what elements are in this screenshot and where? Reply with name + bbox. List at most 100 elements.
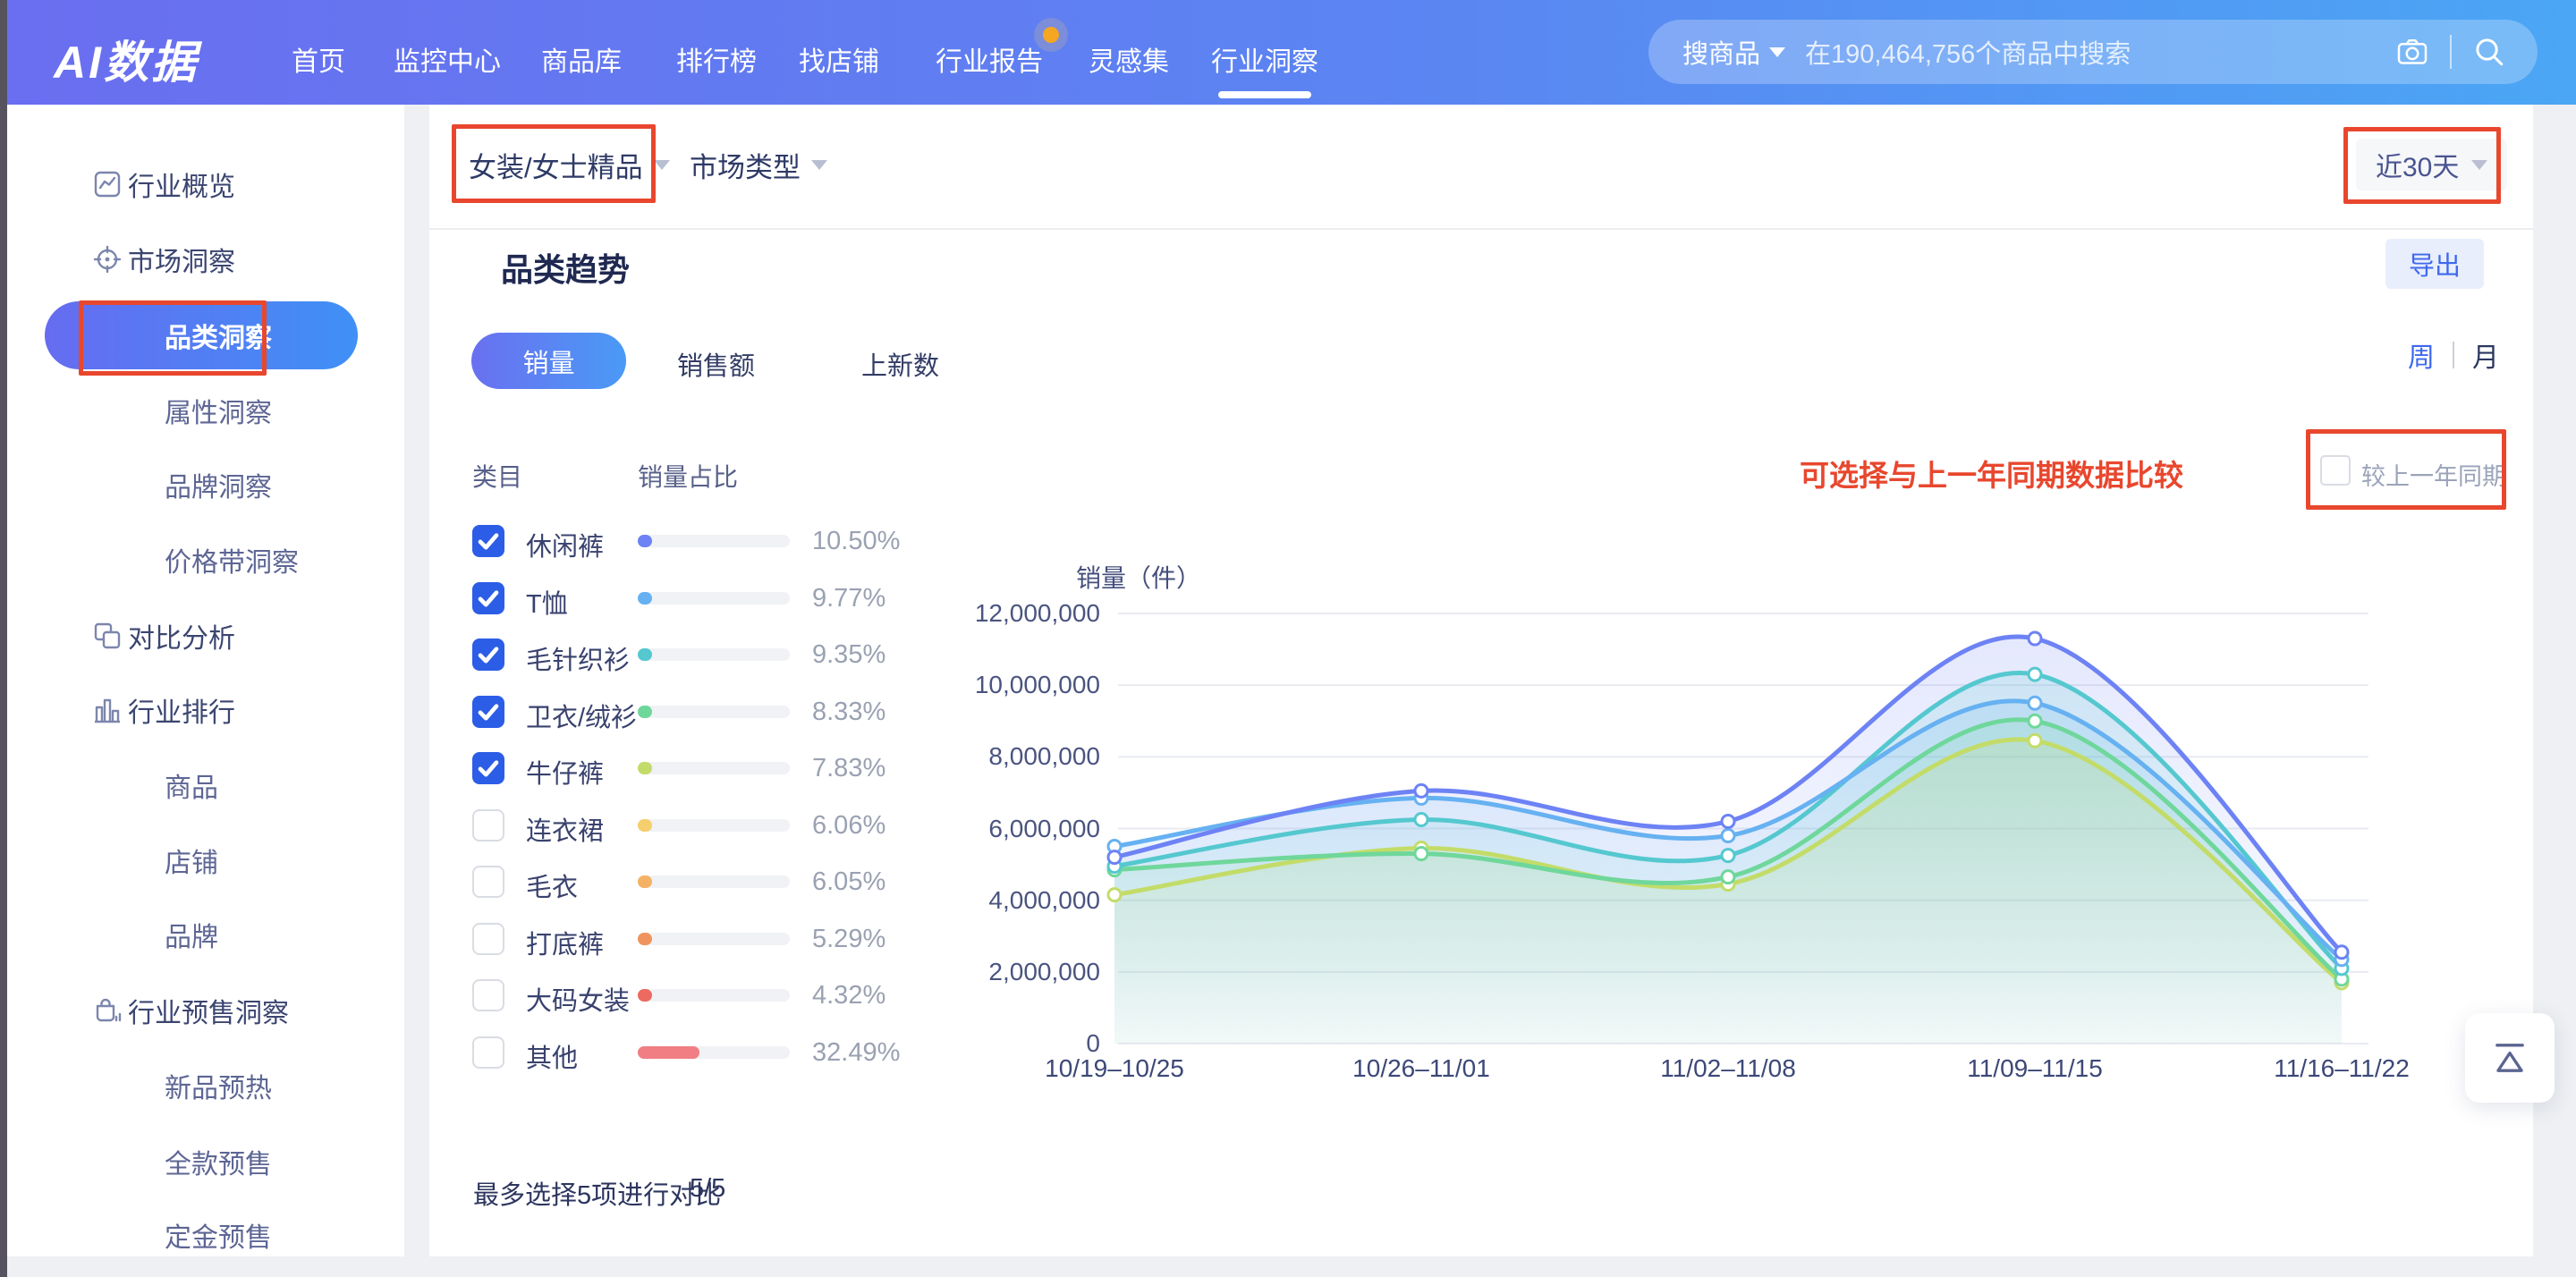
sidebar-item-5[interactable]: 品牌洞察	[7, 456, 404, 513]
sidebar-item-15[interactable]: 定金预售	[7, 1206, 404, 1264]
category-checkbox[interactable]	[472, 979, 504, 1011]
divider	[2453, 342, 2454, 368]
category-checkbox[interactable]	[472, 866, 504, 898]
data-point-卫衣/绒衫[interactable]	[1413, 846, 1429, 862]
sidebar-item-label: 商品	[165, 774, 218, 803]
annotation-compare-hint: 可选择与上一年同期数据比较	[1800, 459, 2183, 492]
share-bar-track	[638, 818, 790, 832]
category-label: 毛针织衫	[526, 647, 631, 675]
category-label: 其他	[526, 1044, 579, 1073]
data-point-休闲裤[interactable]	[1413, 782, 1429, 799]
date-range-value: 近30天	[2376, 153, 2460, 182]
date-range-dropdown[interactable]: 近30天	[2356, 139, 2508, 190]
data-point-休闲裤[interactable]	[2027, 630, 2043, 647]
category-checkbox[interactable]	[472, 1036, 504, 1069]
nav-item-8[interactable]: 行业洞察	[1211, 39, 1318, 98]
sidebar-item-6[interactable]: 价格带洞察	[7, 531, 404, 588]
x-axis-tick: 11/09–11/15	[1967, 1054, 2103, 1082]
category-checkbox[interactable]	[472, 808, 504, 841]
chart-y-axis-title: 销量（件）	[1076, 564, 1202, 592]
sidebar-item-label: 价格带洞察	[165, 548, 299, 578]
period-week[interactable]: 周	[2408, 343, 2435, 373]
share-percentage: 4.32%	[812, 981, 886, 1010]
data-point-卫衣/绒衫[interactable]	[1720, 869, 1736, 885]
tab-sales-volume[interactable]: 销量	[471, 333, 626, 389]
share-bar-track	[638, 591, 790, 605]
sidebar-item-7[interactable]: 对比分析	[7, 607, 404, 664]
sidebar-item-12[interactable]: 行业预售洞察	[7, 982, 404, 1039]
data-point-卫衣/绒衫[interactable]	[2027, 713, 2043, 729]
trend-line-T恤	[1112, 698, 2344, 962]
nav-item-7[interactable]: 灵感集	[1089, 47, 1169, 77]
search-divider	[2450, 35, 2452, 69]
data-point-T恤[interactable]	[1720, 828, 1736, 844]
category-checkbox[interactable]	[472, 752, 504, 784]
category-filter-dropdown[interactable]: 女装/女士精品	[469, 145, 670, 185]
tab-sales-amount[interactable]: 销售额	[677, 352, 756, 381]
share-percentage: 5.29%	[812, 924, 886, 953]
category-checkbox[interactable]	[472, 922, 504, 955]
share-bar-fill	[638, 932, 652, 945]
category-checkbox[interactable]	[472, 525, 504, 557]
category-row: 毛针织衫 9.35%	[429, 625, 930, 682]
market-type-dropdown[interactable]: 市场类型	[690, 145, 827, 185]
share-bar-fill	[638, 591, 652, 605]
category-label: 休闲裤	[526, 533, 605, 562]
category-filter-value: 女装/女士精品	[469, 152, 643, 183]
data-point-T恤[interactable]	[2027, 695, 2043, 711]
back-to-top-icon	[2496, 1044, 2524, 1072]
back-to-top-button[interactable]	[2465, 1013, 2555, 1103]
compare-previous-year-label[interactable]: 较上一年同期	[2361, 463, 2506, 490]
category-row: 牛仔裤 7.83%	[429, 739, 930, 796]
search-input[interactable]: 在190,464,756个商品中搜索	[1805, 40, 2131, 69]
nav-item-2[interactable]: 监控中心	[394, 47, 501, 77]
tab-new-items[interactable]: 上新数	[861, 352, 940, 381]
nav-item-6[interactable]: 行业报告	[936, 27, 1059, 79]
share-percentage: 6.06%	[812, 810, 886, 840]
sidebar-item-11[interactable]: 品牌	[7, 906, 404, 963]
data-point-毛针织衫[interactable]	[2027, 666, 2043, 682]
data-point-牛仔裤[interactable]	[2027, 732, 2043, 748]
sidebar-item-1[interactable]: 行业概览	[7, 156, 404, 213]
data-point-毛针织衫[interactable]	[1720, 848, 1736, 864]
camera-icon[interactable]	[2394, 34, 2430, 70]
data-point-休闲裤[interactable]	[2334, 944, 2350, 960]
category-checkbox[interactable]	[472, 695, 504, 728]
y-axis-tick: 2,000,000	[988, 957, 1100, 985]
category-checkbox[interactable]	[472, 638, 504, 671]
share-bar-fill	[638, 875, 652, 888]
category-checkbox[interactable]	[472, 581, 504, 614]
compare-previous-year-checkbox[interactable]	[2320, 455, 2351, 486]
category-row: T恤 9.77%	[429, 569, 930, 626]
search-bar[interactable]: 搜商品 在190,464,756个商品中搜索	[1648, 20, 2538, 84]
data-point-毛针织衫[interactable]	[1413, 811, 1429, 827]
sidebar-item-13[interactable]: 新品预热	[7, 1057, 404, 1114]
share-bar-track	[638, 1045, 790, 1059]
sidebar-item-9[interactable]: 商品	[7, 757, 404, 814]
sidebar-item-10[interactable]: 店铺	[7, 832, 404, 889]
data-point-休闲裤[interactable]	[1720, 813, 1736, 829]
nav-item-4[interactable]: 排行榜	[676, 47, 757, 77]
sidebar-item-label: 行业排行	[128, 698, 235, 728]
category-label: 大码女装	[526, 987, 631, 1016]
sidebar-item-8[interactable]: 行业排行	[7, 681, 404, 739]
nav-item-3[interactable]: 商品库	[541, 47, 622, 77]
sidebar-item-4[interactable]: 属性洞察	[7, 382, 404, 439]
data-point-休闲裤[interactable]	[1106, 850, 1123, 866]
category-label: 连衣裙	[526, 816, 605, 846]
sidebar-item-14[interactable]: 全款预售	[7, 1133, 404, 1190]
export-button[interactable]: 导出	[2385, 239, 2484, 289]
period-month[interactable]: 月	[2472, 343, 2499, 373]
page-gutter-bottom	[7, 1256, 2576, 1277]
nav-item-1[interactable]: 首页	[292, 47, 345, 77]
data-point-牛仔裤[interactable]	[1106, 887, 1123, 903]
search-scope-dropdown[interactable]: 搜商品	[1682, 33, 1786, 71]
share-bar-track	[638, 648, 790, 661]
sidebar-item-2[interactable]: 市场洞察	[7, 231, 404, 288]
search-icon[interactable]	[2471, 34, 2507, 70]
sidebar-item-label: 属性洞察	[165, 399, 272, 428]
sidebar-item-3[interactable]: 品类洞察	[7, 301, 404, 369]
search-icons	[2394, 34, 2507, 70]
nav-item-5[interactable]: 找店铺	[799, 47, 879, 77]
category-row: 休闲裤 10.50%	[429, 512, 930, 569]
